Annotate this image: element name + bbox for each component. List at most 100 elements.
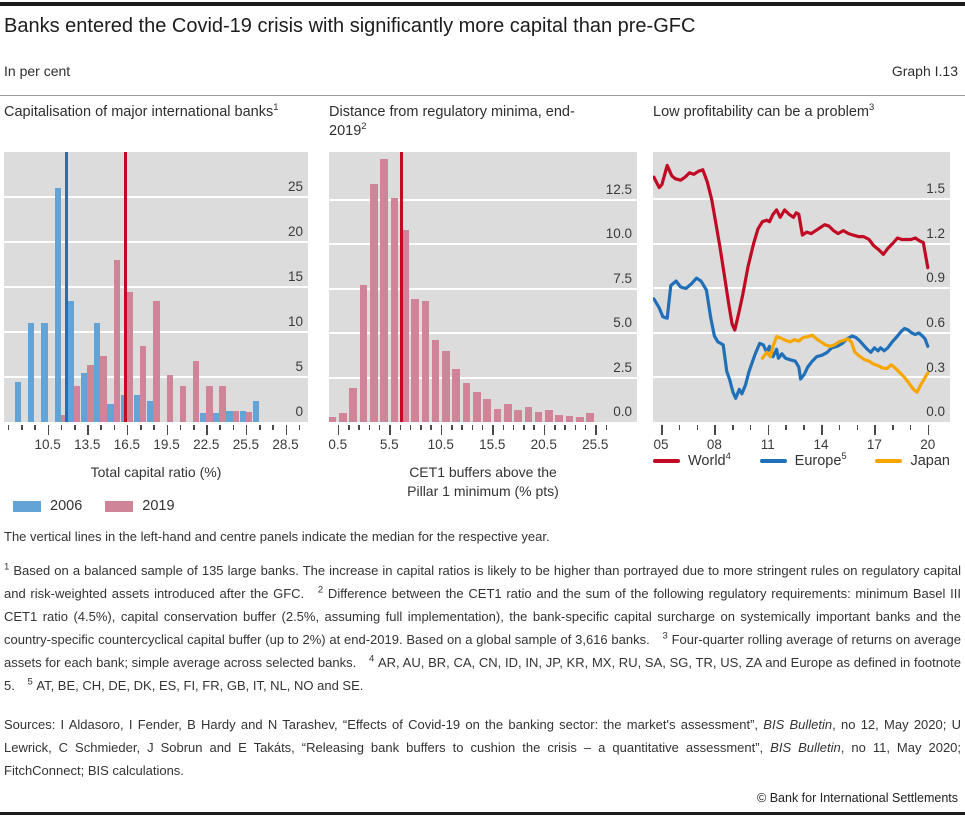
- series-line-japan: [760, 333, 930, 394]
- x-tick-label: 14: [813, 437, 829, 452]
- x-tick: [481, 425, 484, 430]
- bar-2019-25: [586, 413, 594, 422]
- x-tick: [430, 425, 432, 430]
- x-tick-label: 11: [760, 437, 775, 452]
- gridline: [653, 198, 950, 201]
- x-tick: [272, 425, 274, 430]
- x-tick: [87, 425, 89, 435]
- y-tick-label: 5: [295, 359, 303, 374]
- legend-item-2006: 2006: [13, 498, 82, 514]
- gridline: [329, 198, 637, 201]
- x-tick-label: 20: [920, 437, 936, 452]
- x-tick: [166, 425, 169, 435]
- gridline: [329, 332, 637, 335]
- axis-title-line: Pillar 1 minimum (% pts): [407, 483, 559, 499]
- bar-2019-23: [565, 415, 574, 422]
- italic-text: BIS Bulletin: [770, 740, 841, 755]
- bar-2006-17.5: [133, 395, 141, 422]
- italic-text: BIS Bulletin: [763, 717, 833, 732]
- superscript: 4: [725, 451, 731, 463]
- distance-histogram-plot: 0.0 2.5 5.0 7.5 10.0 12.5: [329, 152, 637, 422]
- x-tick: [399, 425, 402, 430]
- gridline: [4, 196, 308, 198]
- x-tick: [389, 425, 391, 435]
- axis-title-line: Total capital ratio (%): [90, 464, 222, 480]
- x-tick-label: 13.5: [74, 437, 101, 452]
- x-tick-label: 0.5: [328, 437, 348, 452]
- bar-2019-19: [524, 406, 533, 422]
- bar-2019-9: [421, 301, 430, 422]
- gridline: [329, 376, 637, 379]
- x-tick: [543, 425, 546, 435]
- legend-left-panel: 2006 2019: [13, 498, 198, 514]
- bar-2019-16: [493, 408, 502, 422]
- x-tick: [298, 425, 301, 430]
- bar-2019-4: [370, 183, 378, 422]
- x-tick: [206, 425, 208, 435]
- legend-label-europe: Europe5: [794, 451, 847, 469]
- x-tick: [714, 425, 716, 435]
- bar-2019-23.5: [219, 386, 226, 422]
- y-tick-label: 0.3: [926, 359, 945, 375]
- legend-label-world: World4: [688, 451, 731, 469]
- x-tick-label: 25.5: [582, 437, 609, 452]
- x-tick: [368, 425, 371, 430]
- legend-label-japan: Japan: [910, 453, 950, 469]
- bar-2019-13.5: [87, 365, 94, 422]
- x-tick-label: 19.5: [153, 437, 180, 452]
- x-tick: [7, 425, 10, 430]
- x-tick: [219, 425, 221, 430]
- bar-2006-24.5: [226, 411, 233, 422]
- x-tick: [595, 425, 597, 435]
- footnotes: 1 Based on a balanced sample of 135 larg…: [4, 561, 962, 693]
- x-tick: [285, 425, 288, 435]
- x-tick-label: 17: [866, 437, 882, 452]
- gridline: [329, 243, 637, 246]
- x-axis-title-centre: CET1 buffers above the Pillar 1 minimum (…: [329, 463, 637, 501]
- y-tick-label: 1.5: [926, 181, 945, 197]
- header-divider: [0, 95, 965, 96]
- y-tick-label: 0.0: [613, 404, 632, 419]
- bar-2006-9.5: [28, 323, 35, 422]
- top-rule: [0, 2, 965, 6]
- bar-2019-11: [442, 350, 450, 422]
- x-tick: [358, 425, 360, 430]
- median-line-median-2006: [65, 152, 69, 422]
- bar-2019-0: [329, 416, 337, 422]
- page-title: Banks entered the Covid-19 crisis with s…: [4, 15, 696, 37]
- gridline: [329, 287, 637, 290]
- bar-2006-13.5: [80, 372, 88, 422]
- x-tick: [420, 425, 422, 430]
- superscript: 1: [273, 102, 279, 114]
- superscript: 3: [869, 102, 875, 114]
- legend-swatch-2019: [105, 500, 134, 512]
- x-tick: [584, 425, 587, 430]
- x-tick: [564, 425, 566, 430]
- x-tick: [378, 425, 381, 430]
- y-tick-label: 0.9: [926, 270, 945, 286]
- series-line-world: [653, 163, 930, 332]
- footnote-marker: 1: [4, 561, 10, 573]
- x-tick: [874, 425, 876, 435]
- x-tick: [892, 425, 894, 430]
- bar-2019-7: [400, 230, 409, 422]
- x-tick: [533, 425, 535, 430]
- x-tick: [179, 425, 182, 430]
- x-tick: [749, 425, 752, 430]
- x-tick: [785, 425, 787, 430]
- y-tick-label: 12.5: [605, 181, 632, 197]
- legend-label-2006: 2006: [50, 498, 83, 514]
- bar-2019-10: [431, 340, 440, 422]
- bar-2006-14.5: [94, 323, 101, 422]
- bar-2006-8.5: [14, 381, 22, 422]
- bar-2019-16.5: [126, 291, 134, 422]
- bar-2019-24: [576, 416, 584, 422]
- x-tick: [74, 425, 76, 430]
- y-tick-label: 2.5: [613, 359, 632, 375]
- units-label: In per cent: [4, 63, 71, 79]
- x-tick: [348, 425, 350, 430]
- bar-2019-2: [349, 388, 357, 422]
- bar-2019-21: [545, 410, 553, 422]
- x-tick: [259, 425, 261, 430]
